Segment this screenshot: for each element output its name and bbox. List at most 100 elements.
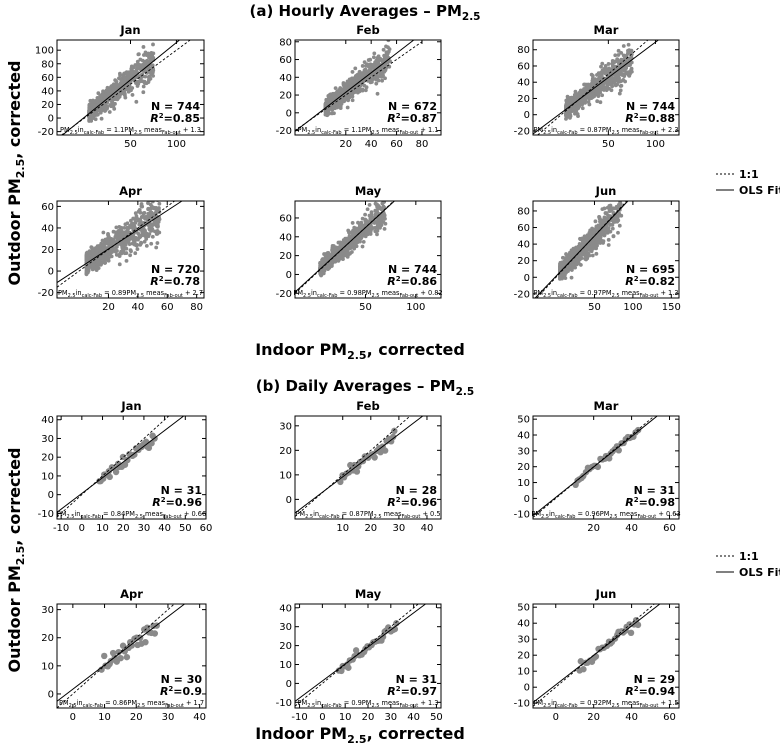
data-point [349, 250, 354, 254]
data-point [595, 243, 599, 248]
data-point [377, 74, 382, 78]
y-tick-label: -20 [276, 126, 292, 137]
data-point [332, 111, 336, 116]
y-tick-label: 40 [41, 223, 54, 234]
x-tick-label: 50 [124, 139, 137, 150]
data-point [124, 456, 131, 464]
y-tick-label: 0 [286, 270, 292, 281]
y-tick-label: 10 [279, 660, 292, 671]
data-point [378, 58, 382, 62]
data-point [86, 269, 91, 273]
data-point [389, 433, 397, 441]
regression-equation: PM2.5incalc-Fab = 0.96PM2.5 measFab-out … [531, 510, 680, 520]
y-tick-label: 0 [286, 108, 292, 119]
data-point [327, 253, 331, 258]
scatter-points [323, 40, 392, 118]
data-point [616, 48, 621, 53]
data-point [345, 105, 350, 110]
data-point [586, 251, 591, 256]
ols-fit-line [294, 200, 395, 293]
x-tick-label: 10 [96, 523, 109, 534]
data-point [350, 76, 354, 81]
y-tick-label: 0 [48, 114, 54, 125]
r-squared-label: R2=0.88 [625, 112, 675, 125]
data-point [353, 468, 361, 475]
data-point [119, 77, 124, 82]
y-tick-label: 40 [41, 86, 54, 97]
data-point [366, 58, 371, 62]
data-point [93, 247, 98, 252]
x-tick-label: 30 [162, 712, 175, 723]
data-point [132, 217, 137, 222]
x-tick-label: 10 [98, 712, 111, 723]
y-tick-label: 40 [517, 619, 530, 630]
data-point [345, 236, 350, 241]
data-point [147, 196, 151, 200]
y-tick-label: 20 [279, 91, 292, 102]
data-point [145, 444, 153, 452]
data-point [379, 633, 387, 641]
data-point [142, 239, 147, 244]
data-point [90, 246, 94, 250]
data-point [134, 237, 139, 241]
data-point [361, 240, 366, 244]
data-point [361, 72, 366, 77]
n-count-label: N = 720 [151, 263, 200, 276]
y-tick-label: 80 [279, 37, 292, 48]
x-tick-label: 20 [362, 712, 375, 723]
data-point [364, 220, 369, 224]
data-point [379, 223, 384, 228]
data-point [121, 231, 126, 236]
data-point [589, 240, 594, 245]
data-point [371, 55, 376, 60]
data-point [104, 255, 109, 260]
panel-title: Mar [594, 23, 619, 37]
data-point [137, 66, 142, 71]
data-point [124, 258, 129, 263]
x-tick-label: 40 [625, 523, 638, 534]
r-squared-label: R2=0.82 [625, 275, 675, 288]
data-point [342, 253, 347, 258]
data-point [138, 243, 143, 247]
data-point [592, 94, 597, 99]
data-point [597, 216, 602, 221]
data-point [583, 256, 588, 261]
data-point [333, 86, 338, 91]
r-squared-label: R2=0.78 [150, 275, 200, 288]
data-point [117, 654, 124, 662]
data-point [595, 73, 599, 77]
data-point [124, 240, 129, 245]
y-axis-label-a: Outdoor PM2.5, corrected [5, 61, 27, 286]
data-point [616, 59, 621, 63]
data-point [566, 256, 571, 261]
data-point [124, 246, 129, 251]
x-tick-label: 20 [117, 523, 130, 534]
y-tick-label: 30 [41, 605, 54, 616]
data-point [386, 40, 391, 43]
data-point [355, 90, 360, 95]
data-point [581, 249, 586, 254]
data-point [603, 71, 608, 76]
one-to-one-line [537, 39, 649, 136]
data-point [144, 232, 149, 236]
data-point [149, 228, 154, 233]
data-point [149, 222, 154, 227]
y-tick-label: 60 [279, 213, 292, 224]
x-tick-label: 80 [416, 139, 429, 150]
y-tick-label: 30 [517, 446, 530, 457]
data-point [150, 68, 155, 72]
data-point [603, 216, 607, 221]
data-point [582, 82, 586, 87]
y-tick-label: 20 [41, 633, 54, 644]
ols-fit-line [56, 200, 183, 283]
data-point [146, 75, 151, 80]
data-point [136, 52, 141, 56]
data-point [109, 85, 114, 90]
data-point [356, 228, 361, 233]
panel-title: May [355, 587, 382, 601]
y-tick-label: 50 [517, 415, 530, 426]
r-squared-label: R2=0.97 [387, 685, 437, 698]
regression-equation: PM2.5incalc-Fab = 0.98PM2.5 measFab-out … [293, 289, 442, 299]
data-point [96, 99, 101, 104]
